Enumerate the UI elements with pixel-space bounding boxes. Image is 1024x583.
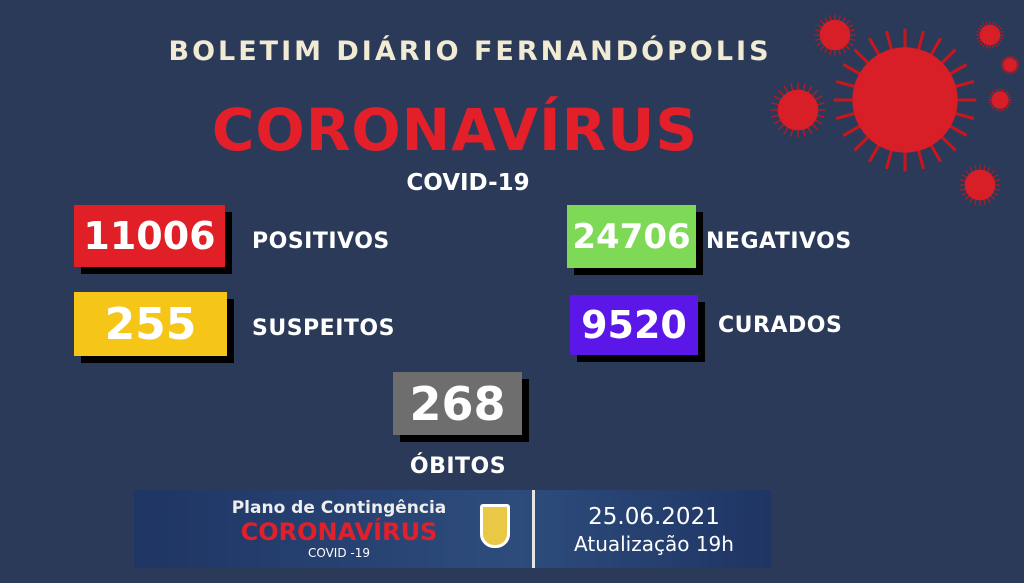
suspeitos-count: 255 (74, 292, 227, 356)
virus-icon (770, 82, 826, 138)
banner-date: 25.06.2021 (588, 504, 720, 530)
curados-count: 9520 (570, 295, 698, 355)
subtitle: COVID-19 (406, 170, 530, 196)
banner-divider (532, 490, 535, 568)
positivos-label: POSITIVOS (252, 229, 390, 254)
virus-icon (988, 88, 1012, 112)
city-coat-of-arms-icon (480, 504, 510, 548)
banner-coronavirus: CORONAVÍRUS (240, 518, 438, 546)
virus-illustration (770, 14, 1020, 206)
obitos-count: 268 (393, 372, 522, 435)
negativos-count: 24706 (567, 205, 696, 268)
curados-label: CURADOS (718, 313, 843, 338)
bulletin-title: BOLETIM DIÁRIO FERNANDÓPOLIS (168, 36, 772, 67)
negativos-label: NEGATIVOS (706, 229, 852, 254)
virus-icon (959, 164, 1001, 206)
banner-plan-title: Plano de Contingência (231, 498, 447, 518)
contingency-banner: Plano de Contingência CORONAVÍRUS COVID … (134, 490, 771, 568)
banner-covid: COVID -19 (307, 546, 370, 560)
positivos-count: 11006 (74, 205, 225, 267)
suspeitos-label: SUSPEITOS (252, 316, 395, 341)
virus-icon (976, 21, 1004, 49)
obitos-label: ÓBITOS (409, 454, 507, 479)
headline: CORONAVÍRUS (211, 96, 699, 164)
virus-icon (833, 28, 977, 172)
virus-icon (814, 14, 856, 56)
virus-icon (1000, 55, 1020, 75)
banner-update-time: Atualização 19h (574, 532, 734, 556)
